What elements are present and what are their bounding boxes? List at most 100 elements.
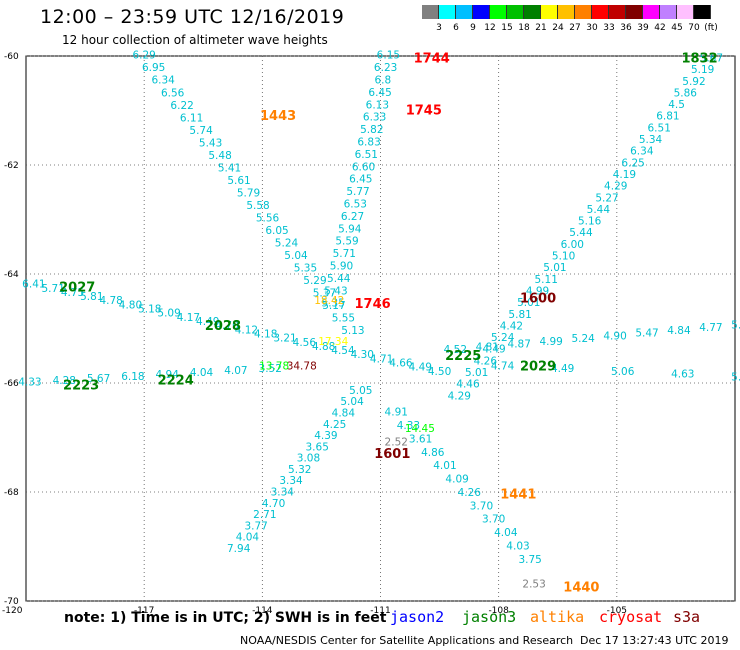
satellite-label: altika xyxy=(530,608,585,626)
wave-height-value: 5.32 xyxy=(288,464,311,476)
wave-height-value: 6.33 xyxy=(363,112,386,124)
wave-height-value: 4.03 xyxy=(506,540,529,552)
wave-height-value: 5.43 xyxy=(324,285,347,297)
wave-height-value: 4.88 xyxy=(312,341,335,353)
wave-height-value: 5.43 xyxy=(199,137,222,149)
wave-height-value: 3.34 xyxy=(271,487,295,499)
timestamp-text: Dec 17 13:27:43 UTC 2019 xyxy=(580,634,729,647)
wave-height-value: 5.71 xyxy=(42,283,65,295)
y-tick-label: -64 xyxy=(4,270,19,280)
wave-height-value: 4.49 xyxy=(409,362,432,374)
satellite-label: cryosat xyxy=(599,608,663,626)
wave-height-value: 4.66 xyxy=(389,358,413,370)
wave-height-value: 4.29 xyxy=(448,390,471,402)
wave-height-value: 4.29 xyxy=(604,181,627,193)
wave-height-value: 5.34 xyxy=(639,134,663,146)
wave-height-value: 5.24 xyxy=(571,333,595,345)
legend-label: 24 xyxy=(552,23,564,33)
page-subtitle: 12 hour collection of altimeter wave hei… xyxy=(62,33,328,47)
wave-height-value: 14.45 xyxy=(405,423,435,435)
wave-height-value: 6.53 xyxy=(344,199,367,211)
wave-height-value: 5.35 xyxy=(294,262,317,274)
wave-height-value: 4.26 xyxy=(474,355,498,367)
pass-time-label: 2028 xyxy=(205,319,241,334)
wave-height-value: 4.94 xyxy=(156,369,180,381)
wave-height-value: 5.92 xyxy=(682,76,705,88)
wave-height-value: 5.48 xyxy=(208,150,231,162)
wave-height-value: 6.45 xyxy=(349,174,372,186)
wave-height-value: 6.34 xyxy=(151,75,175,87)
wave-height-value: 4.54 xyxy=(331,345,355,357)
y-tick-label: -68 xyxy=(4,488,19,498)
legend-label: 36 xyxy=(620,23,632,33)
wave-height-value: 4.74 xyxy=(491,360,515,372)
legend-label: 42 xyxy=(654,23,666,33)
legend-label: 21 xyxy=(535,23,547,33)
wave-height-value: 4.71 xyxy=(370,353,393,365)
wave-height-value: 6.51 xyxy=(648,122,671,134)
wave-height-value: 6.00 xyxy=(561,239,584,251)
wave-height-value: 5.67 xyxy=(700,52,723,64)
wave-height-value: 4.70 xyxy=(262,498,285,510)
legend-swatch xyxy=(575,5,592,19)
corner-tick-label: -120 xyxy=(2,606,23,616)
wave-height-value: 6.18 xyxy=(121,371,144,383)
wave-height-value: 6.81 xyxy=(656,111,679,123)
wave-height-value: 5.35 xyxy=(322,298,345,310)
wave-height-value: 6.27 xyxy=(341,211,364,223)
wave-height-value: 5.44 xyxy=(587,204,611,216)
wave-height-value: 5.06 xyxy=(611,366,635,378)
wave-height-value: 5.58 xyxy=(246,200,269,212)
wave-height-value: 4.50 xyxy=(428,366,451,378)
wave-height-value: 3.52 xyxy=(259,363,282,375)
pass-time-label: 1744 xyxy=(414,52,450,67)
wave-height-value: 4.04 xyxy=(236,532,260,544)
wave-height-value: 5.17 xyxy=(322,300,345,312)
wave-height-value: 5.19 xyxy=(691,64,714,76)
wave-height-value: 6.22 xyxy=(170,100,193,112)
legend-swatch xyxy=(677,5,694,19)
legend-swatch xyxy=(473,5,490,19)
wave-height-value: 5.79 xyxy=(237,187,260,199)
wave-height-value: 6.45 xyxy=(368,87,391,99)
wave-height-value: 3.70 xyxy=(470,500,493,512)
wave-height-value: 5.90 xyxy=(330,261,353,273)
wave-height-value: 5.10 xyxy=(552,251,575,263)
wave-height-value: 5.62 xyxy=(731,320,740,332)
wave-height-value: 5.61 xyxy=(227,175,250,187)
satellite-label: jason2 xyxy=(390,608,445,626)
wave-height-value: 4.42 xyxy=(500,320,523,332)
wave-height-value: 5.67 xyxy=(87,373,110,385)
satellite-label: s3a xyxy=(673,608,701,626)
wave-height-value: 5.81 xyxy=(508,309,531,321)
wave-height-value: 5.24 xyxy=(491,332,515,344)
wave-height-value: 4.30 xyxy=(351,349,374,361)
wave-height-value: 6.23 xyxy=(374,62,397,74)
x-tick-label: -114 xyxy=(252,606,273,616)
wave-height-value: 6.41 xyxy=(22,279,45,291)
pass-time-label: 1601 xyxy=(374,447,410,462)
wave-height-value: 3.08 xyxy=(297,453,320,465)
wave-height-value: 4.84 xyxy=(332,407,356,419)
pass-time-label: 1746 xyxy=(355,297,391,312)
wave-height-value: 5.04 xyxy=(284,250,308,262)
wave-height-value: 4.70 xyxy=(215,320,238,332)
legend-label: 3 xyxy=(436,23,442,33)
legend-label: (ft) xyxy=(704,23,718,33)
wave-height-value: 4.99 xyxy=(539,336,562,348)
x-tick-label: -108 xyxy=(488,606,509,616)
wave-height-value: 6.56 xyxy=(161,87,185,99)
legend-swatch xyxy=(439,5,456,19)
wave-height-value: 4.07 xyxy=(224,365,247,377)
wave-height-value: 6.13 xyxy=(366,99,389,111)
wave-height-value: 17.34 xyxy=(318,336,348,348)
pass-time-label: 2223 xyxy=(63,379,99,394)
pass-time-label: 1440 xyxy=(563,580,599,595)
wave-height-value: 6.05 xyxy=(265,225,288,237)
wave-height-value: 3.77 xyxy=(244,520,267,532)
page-title: 12:00 – 23:59 UTC 12/16/2019 xyxy=(40,6,345,28)
wave-height-value: 5.37 xyxy=(313,287,336,299)
pass-time-label: 1441 xyxy=(500,488,536,503)
wave-height-value: 4.09 xyxy=(445,474,468,486)
